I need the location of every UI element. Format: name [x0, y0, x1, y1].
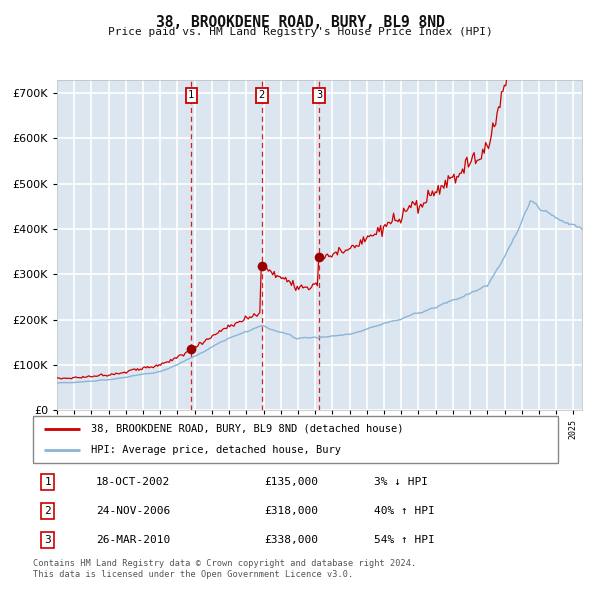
- Text: 24-NOV-2006: 24-NOV-2006: [96, 506, 170, 516]
- Text: Contains HM Land Registry data © Crown copyright and database right 2024.
This d: Contains HM Land Registry data © Crown c…: [33, 559, 416, 579]
- Text: £338,000: £338,000: [264, 535, 318, 545]
- Text: 3: 3: [44, 535, 51, 545]
- FancyBboxPatch shape: [33, 416, 558, 463]
- Text: 2: 2: [44, 506, 51, 516]
- Text: 40% ↑ HPI: 40% ↑ HPI: [374, 506, 435, 516]
- Text: 26-MAR-2010: 26-MAR-2010: [96, 535, 170, 545]
- Text: 1: 1: [188, 90, 194, 100]
- Text: 54% ↑ HPI: 54% ↑ HPI: [374, 535, 435, 545]
- Text: £318,000: £318,000: [264, 506, 318, 516]
- Text: HPI: Average price, detached house, Bury: HPI: Average price, detached house, Bury: [91, 445, 341, 455]
- Text: Price paid vs. HM Land Registry's House Price Index (HPI): Price paid vs. HM Land Registry's House …: [107, 27, 493, 37]
- Text: 18-OCT-2002: 18-OCT-2002: [96, 477, 170, 487]
- Text: 38, BROOKDENE ROAD, BURY, BL9 8ND (detached house): 38, BROOKDENE ROAD, BURY, BL9 8ND (detac…: [91, 424, 403, 434]
- Text: 1: 1: [44, 477, 51, 487]
- Text: 3: 3: [316, 90, 322, 100]
- Text: £135,000: £135,000: [264, 477, 318, 487]
- Text: 2: 2: [259, 90, 265, 100]
- Text: 3% ↓ HPI: 3% ↓ HPI: [374, 477, 428, 487]
- Text: 38, BROOKDENE ROAD, BURY, BL9 8ND: 38, BROOKDENE ROAD, BURY, BL9 8ND: [155, 15, 445, 30]
